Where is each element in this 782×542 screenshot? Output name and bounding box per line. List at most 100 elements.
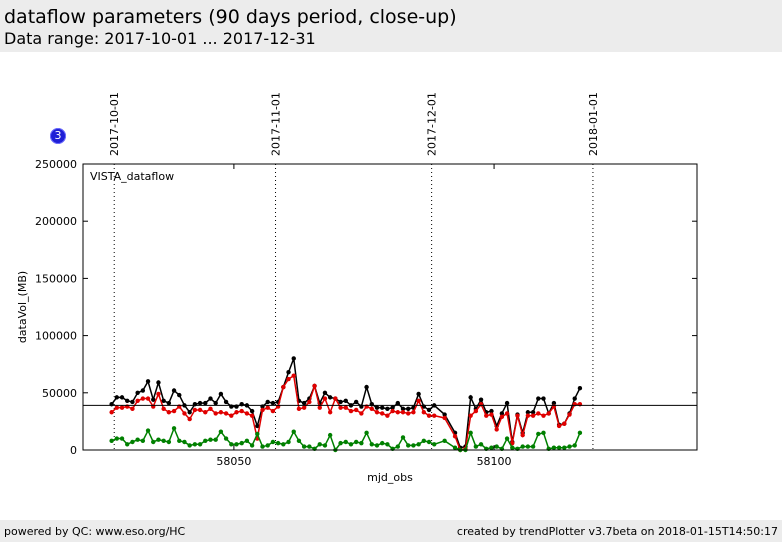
y-tick-label: 150000	[35, 272, 77, 285]
series-red-point	[411, 410, 416, 415]
series-black-point	[125, 398, 130, 404]
series-black-point	[301, 400, 307, 406]
series-black-point	[478, 397, 484, 402]
series-black-line	[111, 358, 581, 449]
series-black-point	[322, 390, 328, 395]
series-black-point	[223, 399, 229, 405]
series-red-point	[400, 410, 406, 415]
series-green-point	[140, 438, 146, 444]
series-red-point	[343, 405, 348, 410]
series-black-point	[161, 398, 166, 404]
series-red-point	[260, 407, 265, 413]
series-black-point	[400, 406, 406, 412]
series-green-point	[353, 439, 359, 445]
series-red-point	[166, 410, 172, 415]
series-green-point	[327, 432, 333, 438]
series-red-point	[432, 413, 437, 418]
series-red-point	[390, 408, 395, 414]
series-red-point	[114, 405, 120, 410]
series-black-point	[114, 395, 120, 400]
series-green-point	[468, 430, 473, 436]
y-tick-label: 250000	[35, 158, 77, 171]
series-black-point	[166, 400, 172, 406]
panel-label: VISTA_dataflow	[90, 170, 174, 183]
series-black-point	[119, 395, 125, 400]
series-red-point	[333, 396, 338, 401]
series-green-point	[229, 442, 234, 447]
series-black-point	[406, 406, 411, 412]
series-green-point	[151, 439, 156, 445]
series-red-point	[348, 408, 354, 414]
series-black-point	[213, 400, 218, 406]
series-black-point	[249, 408, 255, 414]
series-red-point	[119, 405, 125, 410]
series-black-point	[504, 400, 510, 406]
series-black-point	[536, 396, 541, 401]
series-black-point	[572, 396, 577, 401]
series-black-point	[270, 400, 276, 406]
series-red-point	[494, 427, 499, 432]
series-red-point	[135, 398, 140, 404]
series-red-point	[541, 413, 546, 418]
series-black-point	[426, 407, 432, 413]
series-red-point	[317, 405, 322, 410]
series-green-point	[432, 442, 437, 447]
series-green-point	[182, 439, 187, 445]
series-green-point	[322, 443, 328, 448]
series-red-point	[374, 410, 380, 415]
date-marker-label: 2017-11-01	[270, 92, 283, 156]
series-red-point	[109, 410, 114, 415]
series-black-point	[379, 405, 385, 410]
series-black-point	[171, 388, 177, 393]
series-green-point	[203, 438, 208, 444]
series-green-point	[406, 443, 411, 448]
series-green-point	[255, 431, 260, 437]
series-green-point	[286, 439, 291, 445]
y-axis-label: dataVol_(MB)	[16, 271, 29, 343]
data-range-subtitle: Data range: 2017-10-01 ... 2017-12-31	[4, 29, 316, 48]
series-black-point	[145, 379, 151, 384]
series-black-point	[135, 390, 140, 395]
series-green-point	[556, 445, 562, 450]
series-red-point	[239, 408, 244, 414]
series-red-point	[536, 411, 541, 416]
series-black-point	[187, 410, 192, 415]
series-red-point	[546, 411, 551, 416]
series-green-point	[504, 436, 510, 441]
series-red-line	[111, 374, 580, 451]
series-green-point	[567, 444, 572, 449]
series-black-point	[177, 392, 182, 398]
series-green-point	[156, 437, 161, 442]
series-red-point	[395, 410, 401, 415]
series-green-point	[187, 443, 192, 448]
series-green-point	[307, 444, 312, 449]
series-red-point	[234, 410, 239, 415]
series-black-point	[156, 380, 161, 385]
series-green-point	[348, 442, 354, 447]
powered-by-link[interactable]: powered by QC: www.eso.org/HC	[4, 525, 186, 538]
series-red-point	[161, 406, 166, 412]
series-green-point	[171, 426, 177, 431]
series-green-point	[364, 430, 369, 436]
series-red-point	[510, 440, 515, 446]
series-black-point	[442, 412, 447, 417]
series-green-point	[109, 438, 114, 444]
series-green-point	[234, 442, 239, 447]
series-red-point	[130, 406, 135, 412]
series-green-point	[400, 435, 406, 440]
series-green-point	[536, 431, 541, 437]
series-green-point	[296, 438, 302, 444]
date-marker-label: 2017-12-01	[426, 92, 439, 156]
series-green-point	[223, 436, 229, 441]
series-black-point	[327, 395, 333, 400]
series-red-point	[421, 410, 427, 415]
series-green-point	[125, 442, 130, 447]
series-red-point	[338, 405, 343, 410]
series-red-point	[515, 413, 520, 418]
x-axis-label: mjd_obs	[367, 471, 413, 484]
series-green-point	[510, 445, 515, 450]
series-red-point	[208, 406, 213, 412]
series-red-point	[307, 399, 312, 405]
series-green-point	[452, 445, 458, 450]
x-tick-label: 58050	[216, 455, 251, 468]
